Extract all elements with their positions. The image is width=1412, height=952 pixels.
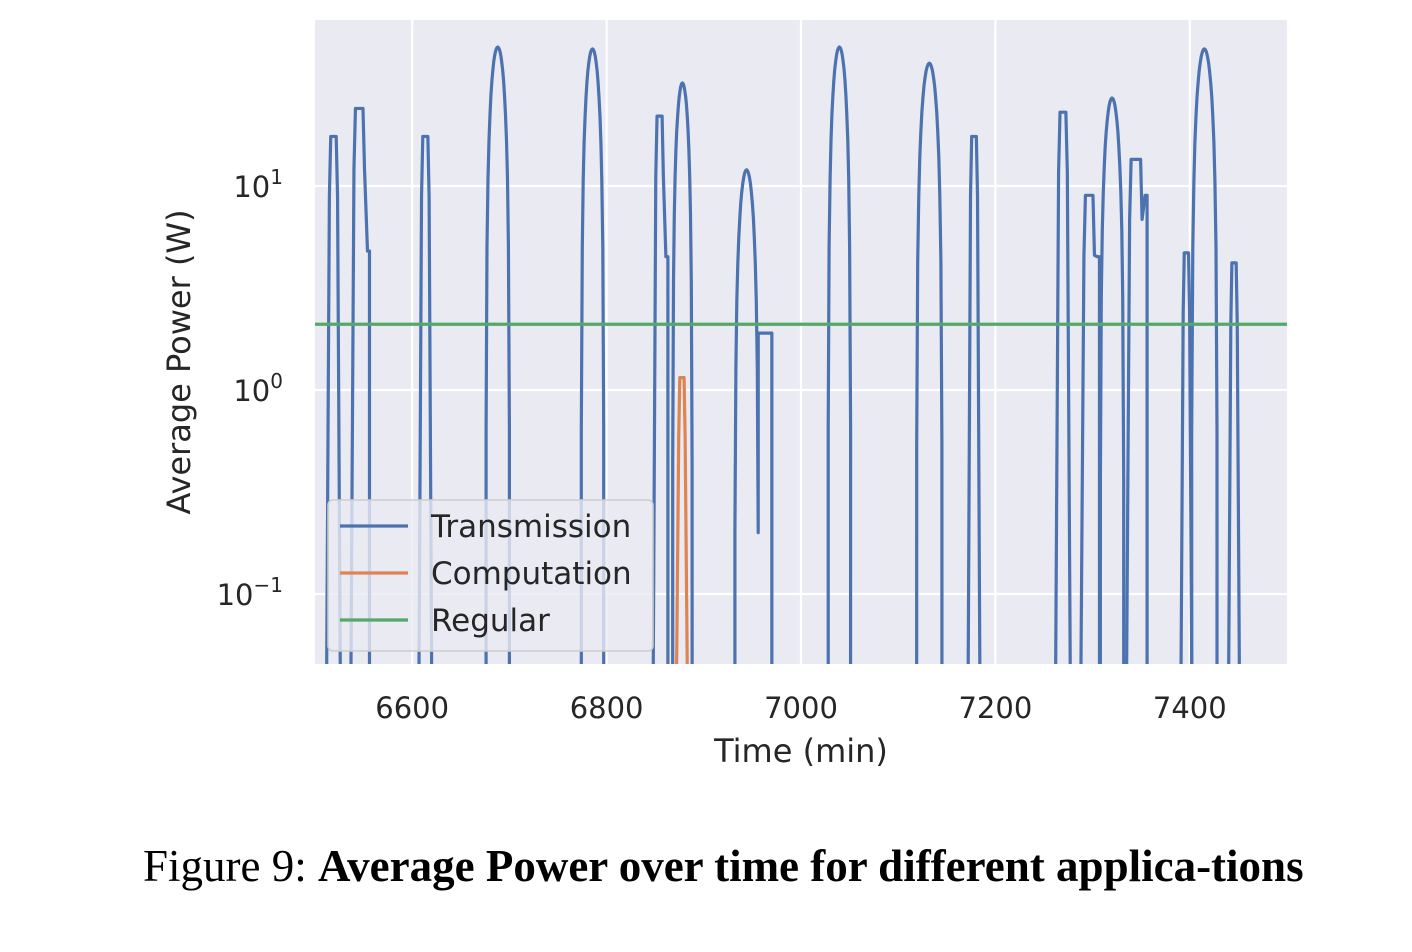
burst-transmission — [1079, 193, 1102, 664]
x-tick-label: 6800 — [570, 691, 644, 725]
burst-transmission — [671, 81, 694, 664]
burst-transmission — [417, 134, 434, 664]
legend-label-regular: Regular — [431, 603, 550, 639]
burst-transmission — [1190, 47, 1219, 664]
x-axis-ticks: 6600 6800 7000 7200 7400 — [375, 691, 1226, 725]
burst-transmission — [1098, 96, 1126, 664]
chart-svg: 6600 6800 7000 7200 7400 10−1 100 101 Time (mi… — [160, 20, 1287, 770]
legend-frame — [327, 499, 654, 652]
y-tick-label: 10−1 — [217, 573, 283, 612]
series-layer — [315, 45, 1287, 664]
burst-transmission — [1179, 251, 1194, 664]
burst-transmission — [349, 106, 372, 664]
burst-transmission — [651, 114, 670, 664]
burst-transmission — [1125, 157, 1149, 664]
burst-transmission — [1227, 261, 1241, 664]
burst-transmission — [826, 45, 853, 664]
y-axis-ticks: 10−1 100 101 — [217, 165, 283, 612]
caption-prefix: Figure 9: — [143, 841, 318, 891]
x-tick-label: 6600 — [375, 691, 449, 725]
y-axis-label: Average Power (W) — [160, 209, 198, 514]
burst-transmission — [325, 134, 342, 664]
burst-transmission — [915, 61, 944, 664]
figure-caption: Figure 9: Average Power over time for di… — [143, 838, 1333, 894]
y-tick-label: 101 — [233, 165, 283, 204]
legend-label-computation: Computation — [431, 556, 632, 592]
burst-transmission — [579, 47, 606, 664]
legend-label-transmission: Transmission — [430, 509, 631, 545]
x-axis-label: Time (min) — [713, 732, 888, 770]
burst-computation — [675, 376, 689, 664]
legend: Transmission Computation Regular — [327, 499, 654, 652]
x-tick-label: 7400 — [1153, 691, 1227, 725]
burst-transmission — [966, 134, 982, 664]
y-tick-label: 100 — [233, 369, 283, 408]
caption-title: Average Power over time for different ap… — [318, 841, 1304, 891]
burst-transmission — [484, 45, 511, 664]
x-tick-label: 7000 — [764, 691, 838, 725]
x-tick-label: 7200 — [958, 691, 1032, 725]
burst-transmission — [1054, 110, 1072, 664]
